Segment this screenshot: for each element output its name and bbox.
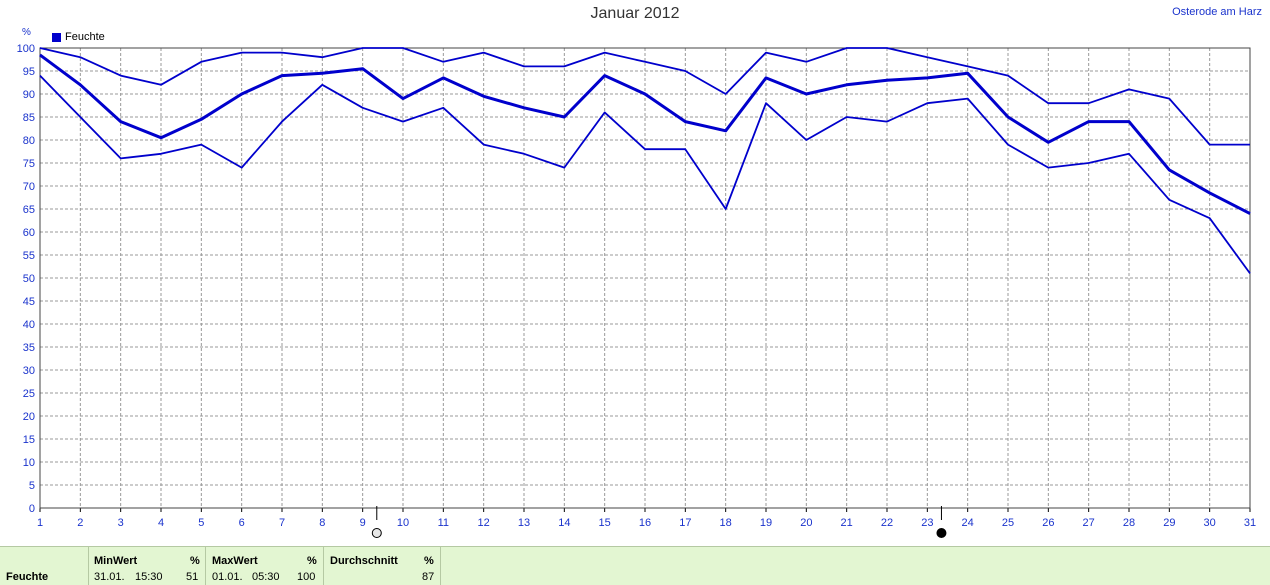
y-axis-ticks: 0 5 10 15 20 25 30 35 40 45 50 55 60 65 70 75 80 85 90 95 10… [17, 43, 35, 515]
x-tick-label: 2 [77, 517, 83, 529]
stats-panel: Feuchte MinWert % 31.01. 15:30 51 MaxWer… [0, 546, 1270, 585]
stats-row-label-cell: Feuchte [0, 547, 89, 585]
x-tick-label: 17 [679, 517, 691, 529]
y-tick-label: 40 [23, 319, 35, 331]
x-tick-label: 21 [841, 517, 853, 529]
y-tick-label: 70 [23, 181, 35, 193]
y-tick-label: 0 [29, 503, 35, 515]
x-tick-label: 25 [1002, 517, 1014, 529]
legend: Feuchte [52, 31, 105, 43]
x-tick-label: 14 [558, 517, 570, 529]
y-tick-label: 25 [23, 388, 35, 400]
y-tick-label: 100 [17, 43, 35, 55]
y-tick-label: 20 [23, 411, 35, 423]
stats-min-cell: MinWert % 31.01. 15:30 51 [89, 547, 206, 585]
y-tick-label: 80 [23, 135, 35, 147]
max-time: 05:30 [252, 571, 280, 583]
avg-header: Durchschnitt [330, 555, 398, 567]
x-tick-label: 10 [397, 517, 409, 529]
plot-frame [39, 47, 1251, 509]
x-tick-label: 12 [478, 517, 490, 529]
x-tick-label: 24 [962, 517, 974, 529]
grid [40, 48, 1250, 508]
avg-unit: % [424, 555, 434, 567]
new-moon-icon [936, 528, 947, 538]
x-tick-label: 11 [438, 517, 449, 529]
max-unit: % [307, 555, 317, 567]
y-tick-label: 45 [23, 296, 35, 308]
x-tick-label: 26 [1042, 517, 1054, 529]
moon-markers [371, 506, 947, 538]
y-tick-label: 85 [23, 112, 35, 124]
series-line-max [39, 47, 1250, 146]
x-tick-label: 28 [1123, 517, 1135, 529]
x-tick-label: 18 [720, 517, 732, 529]
axes [39, 47, 1251, 512]
y-tick-label: 35 [23, 342, 35, 354]
y-tick-label: 5 [29, 480, 35, 492]
x-tick-label: 23 [921, 517, 933, 529]
full-moon-icon [371, 528, 382, 538]
avg-value: 87 [422, 571, 435, 583]
x-tick-label: 27 [1083, 517, 1095, 529]
y-tick-label: 95 [23, 66, 35, 78]
x-tick-label: 3 [118, 517, 124, 529]
x-tick-label: 6 [239, 517, 245, 529]
max-header: MaxWert [212, 555, 258, 567]
y-tick-label: 50 [23, 273, 35, 285]
x-tick-label: 15 [599, 517, 611, 529]
stats-max-cell: MaxWert % 01.01. 05:30 100 [206, 547, 324, 585]
x-tick-label: 29 [1163, 517, 1175, 529]
legend-swatch [52, 32, 61, 42]
max-value: 100 [297, 571, 316, 583]
min-unit: % [190, 555, 200, 567]
y-tick-label: 65 [23, 204, 35, 216]
station-link[interactable]: Osterode am Harz [1172, 6, 1262, 18]
x-tick-label: 5 [198, 517, 204, 529]
min-time: 15:30 [135, 571, 163, 583]
y-axis-unit: % [22, 27, 31, 38]
y-tick-label: 90 [23, 89, 35, 101]
series-line-feuchte [39, 53, 1251, 215]
stats-avg-cell: Durchschnitt % 87 [324, 547, 441, 585]
x-tick-label: 13 [518, 517, 530, 529]
humidity-chart: 0510152025303540455055606570758085909510… [17, 43, 1256, 538]
stats-row-label: Feuchte [6, 571, 49, 583]
min-value: 51 [186, 571, 199, 583]
x-tick-label: 16 [639, 517, 651, 529]
x-tick-label: 4 [158, 517, 164, 529]
x-tick-label: 1 [37, 517, 43, 529]
x-tick-label: 31 [1244, 517, 1256, 529]
y-tick-label: 55 [23, 250, 35, 262]
y-tick-label: 30 [23, 365, 35, 377]
y-tick-label: 10 [23, 457, 35, 469]
x-tick-label: 8 [319, 517, 325, 529]
x-tick-label: 9 [360, 517, 366, 529]
min-date: 31.01. [94, 571, 125, 583]
max-date: 01.01. [212, 571, 243, 583]
min-header: MinWert [94, 555, 138, 567]
x-tick-label: 22 [881, 517, 893, 529]
y-tick-label: 60 [23, 227, 35, 239]
y-tick-label: 75 [23, 158, 35, 170]
x-tick-label: 19 [760, 517, 772, 529]
x-tick-label: 30 [1204, 517, 1216, 529]
series-line-min [39, 74, 1251, 274]
chart-title: Januar 2012 [590, 5, 680, 22]
x-tick-label: 20 [800, 517, 812, 529]
x-axis-ticks: 1 2 3 4 5 6 7 8 9 10 11 12 13 14 15 16 17 18 19 20 21 22 23 24 2… [37, 517, 1256, 529]
y-tick-label: 15 [23, 434, 35, 446]
legend-label: Feuchte [65, 31, 105, 43]
x-tick-label: 7 [279, 517, 285, 529]
series-lines [39, 47, 1251, 274]
